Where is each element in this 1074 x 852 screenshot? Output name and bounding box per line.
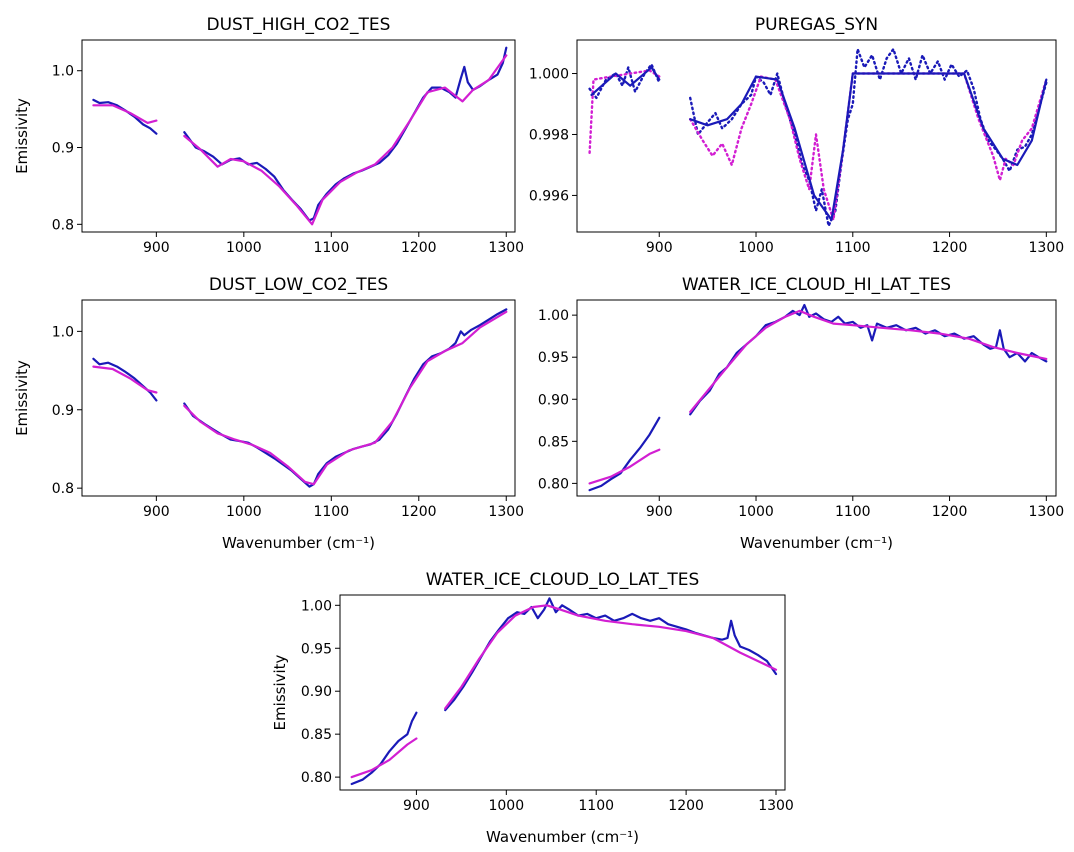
x-tick-label: 1200	[932, 504, 968, 520]
x-tick-label: 1300	[488, 504, 524, 520]
x-tick-label: 1200	[668, 798, 704, 814]
x-tick-label: 1000	[738, 240, 774, 256]
x-tick-label: 1100	[835, 504, 871, 520]
x-tick-label: 1000	[738, 504, 774, 520]
chart-panel: WATER_ICE_CLOUD_HI_LAT_TES 900 1000 1100 120…	[538, 275, 1064, 552]
panel-title: PUREGAS_SYN	[755, 15, 878, 35]
x-tick-label: 1300	[1029, 504, 1065, 520]
series-line	[92, 365, 158, 394]
series-line	[689, 72, 1048, 221]
x-tick-label: 1200	[401, 504, 437, 520]
series-line	[588, 69, 661, 154]
panel-title: DUST_HIGH_CO2_TES	[207, 15, 391, 35]
x-tick-label: 900	[143, 504, 170, 520]
chart-panel: PUREGAS_SYN 900 1000 1100 1200 1300 0.996 0.998…	[529, 15, 1064, 256]
y-tick-label: 0.80	[538, 476, 569, 492]
x-tick-label: 1300	[758, 798, 794, 814]
series-line	[444, 597, 778, 712]
x-tick-label: 900	[646, 504, 673, 520]
x-tick-label: 1200	[401, 240, 437, 256]
x-tick-label: 900	[646, 240, 673, 256]
chart-panel: WATER_ICE_CLOUD_LO_LAT_TES 900 1000 1100 120…	[271, 570, 794, 846]
plot-frame	[576, 299, 1057, 497]
x-tick-label: 1100	[313, 240, 349, 256]
series-line	[183, 310, 508, 486]
x-tick-label: 1100	[313, 504, 349, 520]
series-line	[350, 711, 418, 786]
x-tick-label: 900	[143, 240, 170, 256]
series-line	[588, 448, 661, 485]
x-tick-label: 1300	[1029, 240, 1065, 256]
chart-panel: DUST_HIGH_CO2_TES 900 1000 1100 1200 1300 0.8 0…	[13, 15, 524, 256]
y-tick-label: 0.90	[301, 684, 332, 700]
series-line	[444, 604, 778, 710]
series-line	[588, 63, 661, 100]
series-line	[689, 309, 1048, 413]
y-tick-label: 0.8	[52, 217, 74, 233]
x-tick-label: 1000	[226, 240, 262, 256]
y-tick-label: 0.95	[301, 641, 332, 657]
y-tick-label: 0.9	[52, 403, 74, 419]
x-tick-label: 1000	[488, 798, 524, 814]
x-axis-label: Wavenumber (cm⁻¹)	[740, 534, 893, 552]
series-line	[350, 737, 418, 779]
x-tick-label: 900	[403, 798, 430, 814]
y-tick-label: 1.00	[301, 598, 332, 614]
y-tick-label: 1.0	[52, 64, 74, 80]
x-tick-label: 1300	[488, 240, 524, 256]
x-tick-label: 1100	[578, 798, 614, 814]
y-tick-label: 1.000	[529, 67, 569, 83]
y-axis-label: Emissivity	[13, 360, 31, 436]
y-tick-label: 0.90	[538, 392, 569, 408]
y-tick-label: 0.85	[538, 434, 569, 450]
y-tick-label: 1.0	[52, 324, 74, 340]
y-tick-label: 0.95	[538, 350, 569, 366]
series-line	[689, 72, 1048, 221]
y-tick-label: 1.00	[538, 308, 569, 324]
x-tick-label: 1100	[835, 240, 871, 256]
plot-frame	[81, 299, 516, 497]
panel-title: DUST_LOW_CO2_TES	[209, 275, 388, 295]
x-axis-label: Wavenumber (cm⁻¹)	[222, 534, 375, 552]
y-tick-label: 0.8	[52, 481, 74, 497]
series-line	[588, 416, 661, 492]
y-tick-label: 0.996	[529, 188, 569, 204]
y-axis-label: Emissivity	[13, 98, 31, 174]
plot-frame	[339, 594, 786, 791]
x-tick-label: 1000	[226, 504, 262, 520]
y-tick-label: 0.998	[529, 127, 569, 143]
series-line	[92, 104, 158, 124]
x-tick-label: 1200	[932, 240, 968, 256]
y-tick-label: 0.85	[301, 727, 332, 743]
panel-title: WATER_ICE_CLOUD_LO_LAT_TES	[426, 570, 700, 590]
panel-title: WATER_ICE_CLOUD_HI_LAT_TES	[682, 275, 951, 295]
y-tick-label: 0.9	[52, 141, 74, 157]
series-line	[183, 54, 508, 226]
y-axis-label: Emissivity	[271, 654, 289, 730]
y-tick-label: 0.80	[301, 770, 332, 786]
plot-frame	[81, 39, 516, 233]
x-axis-label: Wavenumber (cm⁻¹)	[486, 828, 639, 846]
series-line	[590, 66, 661, 96]
chart-panel: DUST_LOW_CO2_TES 900 1000 1100 1200 1300 0.8 0.…	[13, 275, 524, 552]
